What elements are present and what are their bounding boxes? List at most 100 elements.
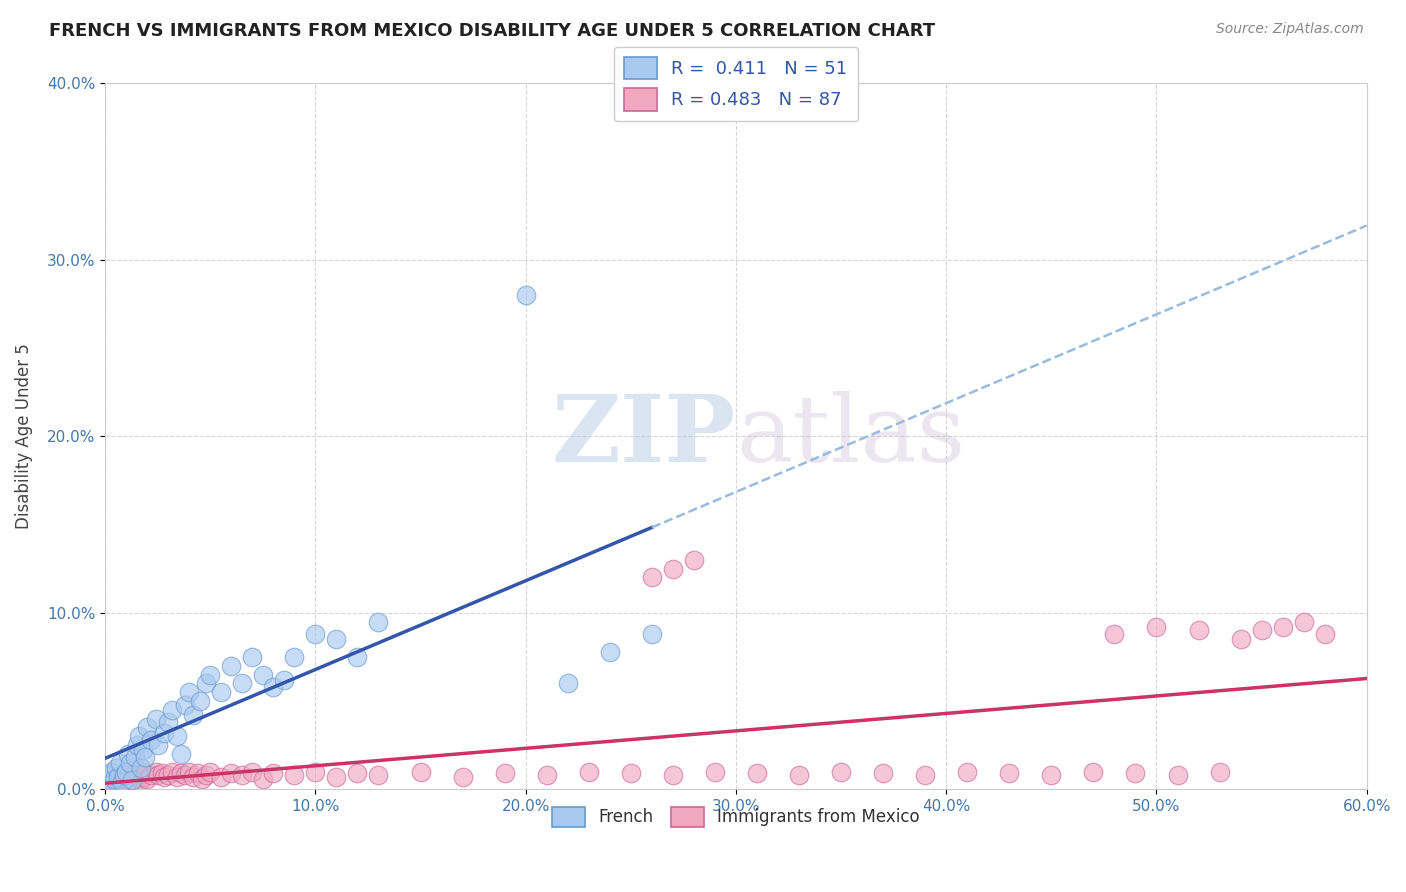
Point — [128, 766, 150, 780]
Point — [166, 770, 188, 784]
Point — [162, 703, 184, 717]
Point — [111, 772, 134, 786]
Point — [1271, 620, 1294, 634]
Point — [200, 764, 222, 779]
Point — [195, 768, 218, 782]
Point — [703, 764, 725, 779]
Point — [683, 553, 706, 567]
Point — [108, 773, 131, 788]
Point — [96, 773, 118, 788]
Point — [1125, 766, 1147, 780]
Point — [179, 685, 201, 699]
Point — [188, 694, 211, 708]
Point — [325, 770, 347, 784]
Legend: French, Immigrants from Mexico: French, Immigrants from Mexico — [546, 800, 927, 834]
Point — [1104, 627, 1126, 641]
Point — [132, 770, 155, 784]
Point — [191, 772, 214, 786]
Point — [1083, 764, 1105, 779]
Point — [367, 768, 389, 782]
Point — [104, 772, 127, 786]
Point — [231, 676, 253, 690]
Point — [262, 766, 284, 780]
Point — [195, 676, 218, 690]
Point — [166, 729, 188, 743]
Point — [1208, 764, 1230, 779]
Point — [536, 768, 558, 782]
Point — [956, 764, 979, 779]
Point — [209, 685, 232, 699]
Point — [145, 712, 167, 726]
Point — [174, 768, 197, 782]
Point — [283, 768, 305, 782]
Point — [170, 766, 193, 780]
Point — [557, 676, 579, 690]
Point — [304, 764, 326, 779]
Point — [409, 764, 432, 779]
Point — [100, 764, 122, 779]
Y-axis label: Disability Age Under 5: Disability Age Under 5 — [15, 343, 32, 529]
Point — [153, 770, 176, 784]
Point — [187, 766, 209, 780]
Point — [141, 732, 163, 747]
Point — [120, 768, 142, 782]
Point — [367, 615, 389, 629]
Point — [209, 770, 232, 784]
Point — [117, 773, 139, 788]
Point — [121, 773, 143, 788]
Point — [1250, 624, 1272, 638]
Point — [830, 764, 852, 779]
Point — [174, 698, 197, 712]
Point — [98, 777, 121, 791]
Point — [1040, 768, 1063, 782]
Point — [129, 761, 152, 775]
Point — [112, 768, 135, 782]
Point — [125, 770, 148, 784]
Point — [146, 768, 169, 782]
Point — [745, 766, 768, 780]
Point — [662, 562, 685, 576]
Point — [515, 288, 537, 302]
Point — [107, 770, 129, 784]
Point — [641, 627, 664, 641]
Point — [111, 775, 134, 789]
Point — [108, 756, 131, 770]
Point — [98, 775, 121, 789]
Point — [662, 768, 685, 782]
Point — [183, 770, 205, 784]
Point — [1146, 620, 1168, 634]
Point — [183, 708, 205, 723]
Point — [914, 768, 936, 782]
Point — [273, 673, 295, 687]
Point — [124, 750, 146, 764]
Point — [304, 627, 326, 641]
Point — [620, 766, 643, 780]
Point — [451, 770, 474, 784]
Point — [107, 777, 129, 791]
Text: Source: ZipAtlas.com: Source: ZipAtlas.com — [1216, 22, 1364, 37]
Point — [599, 644, 621, 658]
Point — [578, 764, 600, 779]
Point — [787, 768, 810, 782]
Point — [170, 747, 193, 761]
Point — [117, 747, 139, 761]
Point — [100, 773, 122, 788]
Point — [240, 649, 263, 664]
Point — [162, 764, 184, 779]
Point — [112, 770, 135, 784]
Text: atlas: atlas — [735, 392, 965, 482]
Point — [1187, 624, 1209, 638]
Point — [125, 738, 148, 752]
Point — [103, 779, 125, 793]
Point — [1313, 627, 1336, 641]
Point — [103, 772, 125, 786]
Point — [150, 766, 173, 780]
Point — [104, 775, 127, 789]
Point — [231, 768, 253, 782]
Point — [1166, 768, 1188, 782]
Point — [108, 775, 131, 789]
Point — [872, 766, 894, 780]
Point — [998, 766, 1021, 780]
Point — [252, 772, 274, 786]
Point — [107, 770, 129, 784]
